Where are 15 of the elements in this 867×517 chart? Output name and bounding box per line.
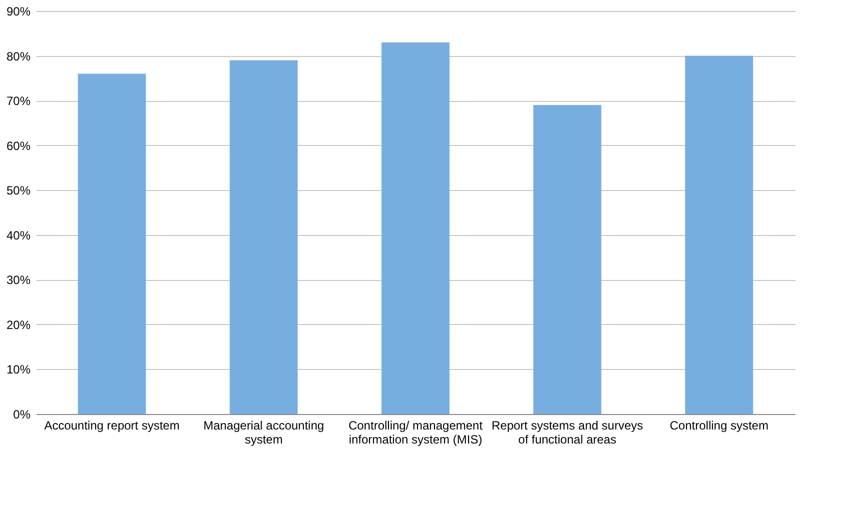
- y-tick-label: 30%: [6, 273, 31, 288]
- x-tick-label: Report systems and surveys of functional areas: [492, 418, 643, 446]
- x-tick-label: Managerial accounting system: [203, 418, 324, 446]
- y-tick-label: 0%: [13, 408, 31, 422]
- x-tick-label: Controlling/ management information system (MIS): [348, 418, 484, 446]
- y-tick-label: 70%: [6, 94, 31, 108]
- x-tick-label: Accounting report system: [44, 418, 180, 432]
- y-tick-label: 90%: [6, 4, 31, 18]
- y-tick-label: 80%: [6, 49, 31, 64]
- y-tick-label: 10%: [6, 362, 31, 377]
- x-tick-label: Controlling system: [670, 418, 768, 432]
- y-tick-label: 50%: [6, 184, 31, 198]
- y-tick-label: 40%: [6, 228, 31, 242]
- y-tick-label: 60%: [6, 138, 31, 153]
- y-tick-label: 20%: [6, 318, 31, 332]
